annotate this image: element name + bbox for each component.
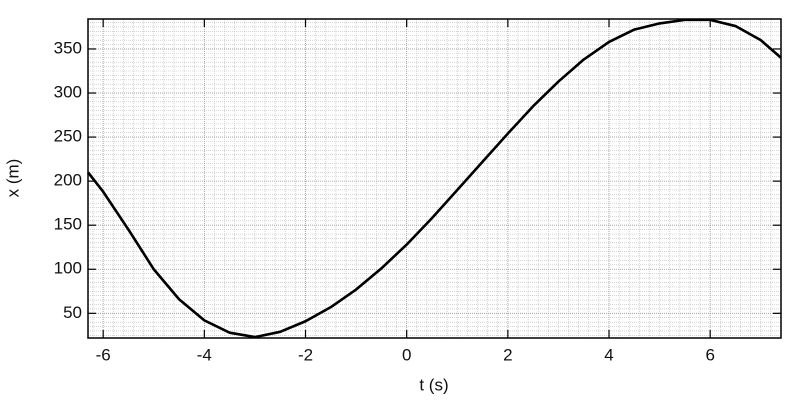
y-tick-label: 200 xyxy=(54,171,82,190)
x-tick-label: 2 xyxy=(503,345,512,364)
y-tick-label: 300 xyxy=(54,83,82,102)
x-tick-label: 4 xyxy=(604,345,613,364)
y-tick-label: 100 xyxy=(54,259,82,278)
x-tick-label: -4 xyxy=(197,345,212,364)
x-tick-label: -6 xyxy=(96,345,111,364)
x-tick-label: -2 xyxy=(298,345,313,364)
x-tick-label: 6 xyxy=(705,345,714,364)
y-tick-label: 350 xyxy=(54,38,82,57)
plot-frame xyxy=(87,18,782,339)
y-tick-label: 50 xyxy=(63,303,82,322)
data-line xyxy=(86,18,782,339)
y-tick-label: 150 xyxy=(54,215,82,234)
x-axis-label: t (s) xyxy=(419,375,448,394)
y-tick-label: 250 xyxy=(54,127,82,146)
y-axis-label: x (m) xyxy=(3,159,22,198)
x-tick-label: 0 xyxy=(402,345,411,364)
